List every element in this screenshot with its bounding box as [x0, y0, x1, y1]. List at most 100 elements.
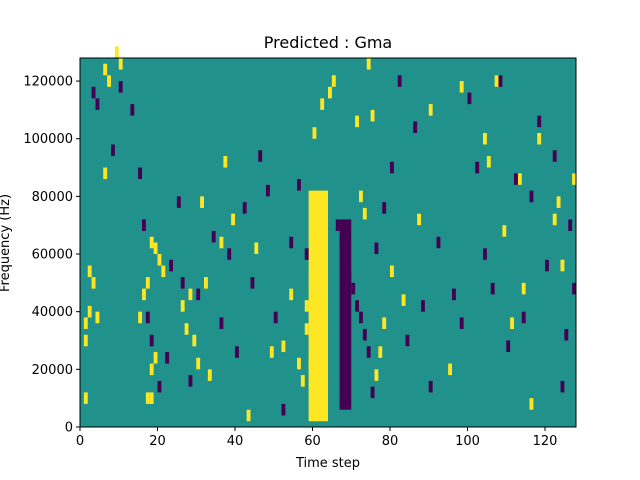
- heatmap-cell-low: [281, 403, 286, 416]
- heatmap-high-band: [308, 190, 328, 422]
- x-tick-label: 0: [76, 434, 84, 449]
- chart-title: Predicted : Gma: [264, 33, 392, 52]
- heatmap-cell-high: [184, 323, 189, 335]
- y-tick-label: 0: [65, 421, 73, 436]
- heatmap-cell-high: [161, 265, 166, 278]
- heatmap-cell-low: [242, 202, 247, 214]
- heatmap-cell-high: [448, 363, 452, 376]
- heatmap-cell-low: [91, 86, 96, 99]
- y-tick-label: 20000: [32, 363, 73, 378]
- heatmap-cell-high: [355, 115, 359, 128]
- x-axis-label: Time step: [295, 456, 360, 471]
- heatmap-cell-high: [312, 127, 317, 139]
- heatmap-cell-high: [517, 173, 522, 185]
- heatmap-cell-high: [180, 300, 185, 312]
- heatmap-cell-high: [560, 259, 565, 272]
- heatmap-cell-low: [428, 380, 433, 393]
- heatmap-cell-high: [192, 334, 197, 347]
- x-tick-label: 120: [533, 434, 558, 449]
- heatmap-cell-high: [537, 132, 542, 145]
- heatmap-cell-low: [397, 75, 402, 87]
- y-tick-label: 40000: [32, 305, 73, 320]
- heatmap-cell-low: [413, 121, 418, 133]
- heatmap-cell-high: [231, 213, 235, 226]
- heatmap-cell-high: [138, 311, 142, 324]
- heatmap-cell-low: [405, 334, 410, 347]
- heatmap-cell-high: [103, 63, 108, 76]
- heatmap-cell-high: [145, 277, 150, 289]
- heatmap-cell-low: [95, 98, 100, 110]
- heatmap-cell-low: [521, 311, 526, 324]
- heatmap-cell-high: [308, 357, 313, 370]
- heatmap-cell-low: [459, 317, 464, 329]
- heatmap-cell-low: [374, 242, 379, 255]
- x-tick-label: 60: [304, 434, 321, 449]
- heatmap-cell-high: [370, 109, 375, 122]
- heatmap-cell-low: [355, 300, 359, 312]
- heatmap-cell-high: [142, 288, 146, 301]
- heatmap-cell-high: [153, 352, 158, 364]
- heatmap-cell-low: [568, 219, 573, 231]
- heatmap-cell-low: [506, 340, 511, 353]
- heatmap-cell-low: [475, 161, 480, 174]
- heatmap-cell-low: [347, 271, 352, 283]
- heatmap-cell-high: [87, 265, 92, 278]
- heatmap-cell-high: [200, 196, 204, 208]
- heatmap-cell-low: [436, 236, 441, 249]
- heatmap-cell-high: [328, 86, 332, 99]
- heatmap-cell-high: [219, 236, 224, 249]
- x-tick-label: 40: [227, 434, 244, 449]
- x-tick-label: 20: [149, 434, 166, 449]
- y-tick-label: 100000: [23, 132, 73, 147]
- heatmap-cell-high: [374, 369, 379, 381]
- plot-frame: [79, 57, 577, 428]
- heatmap-cell-high: [269, 346, 274, 358]
- heatmap-cell-high: [281, 340, 286, 353]
- heatmap-cell-high: [521, 282, 526, 295]
- heatmap-cell-low: [111, 144, 115, 157]
- heatmap-cell-low: [297, 179, 301, 191]
- heatmap-cell-high: [417, 213, 421, 226]
- heatmap-cell-high: [145, 392, 150, 404]
- heatmap-cell-high: [103, 167, 108, 180]
- heatmap-cell-high: [188, 288, 193, 301]
- heatmap-cell-high: [510, 317, 514, 329]
- heatmap-cell-high: [300, 375, 305, 387]
- heatmap-cell-low: [366, 346, 371, 358]
- heatmap-low-band: [339, 219, 352, 410]
- heatmap-cell-high: [83, 317, 88, 329]
- heatmap-cell-high: [552, 213, 557, 226]
- heatmap-cell-high: [483, 132, 487, 145]
- heatmap-cell-low: [359, 311, 363, 324]
- heatmap-cell-high: [207, 369, 212, 381]
- heatmap-cell-low: [483, 248, 487, 260]
- heatmap-cell-high: [95, 311, 100, 324]
- heatmap-cell-high: [428, 104, 433, 116]
- heatmap-cell-low: [351, 282, 356, 295]
- heatmap-cell-low: [390, 161, 394, 174]
- heatmap-cell-low: [467, 92, 472, 105]
- y-tick-label: 80000: [32, 190, 73, 205]
- heatmap-cell-low: [130, 104, 135, 116]
- x-tick-label: 80: [382, 434, 399, 449]
- heatmap-cell-high: [153, 242, 158, 255]
- heatmap-cell-high: [556, 196, 561, 208]
- heatmap-cell-low: [572, 282, 576, 295]
- plot-area: [79, 46, 577, 428]
- heatmap-cell-high: [254, 242, 259, 255]
- heatmap-cell-high: [459, 81, 464, 93]
- heatmap-cell-high: [304, 323, 309, 335]
- heatmap-cell-low: [552, 150, 557, 162]
- heatmap-cell-low: [560, 380, 565, 393]
- heatmap-cell-high: [572, 173, 576, 185]
- heatmap-cell-high: [378, 346, 383, 358]
- heatmap-cell-high: [91, 277, 96, 289]
- heatmap-cell-low: [235, 346, 239, 358]
- heatmap-cell-low: [227, 248, 232, 260]
- heatmap-cell-low: [529, 190, 534, 203]
- heatmap-cell-low: [490, 282, 495, 295]
- heatmap-cell-high: [382, 317, 387, 329]
- y-axis: 0 20000 40000 60000 80000 100000 120000: [23, 75, 80, 436]
- heatmap-cell-low: [211, 230, 216, 243]
